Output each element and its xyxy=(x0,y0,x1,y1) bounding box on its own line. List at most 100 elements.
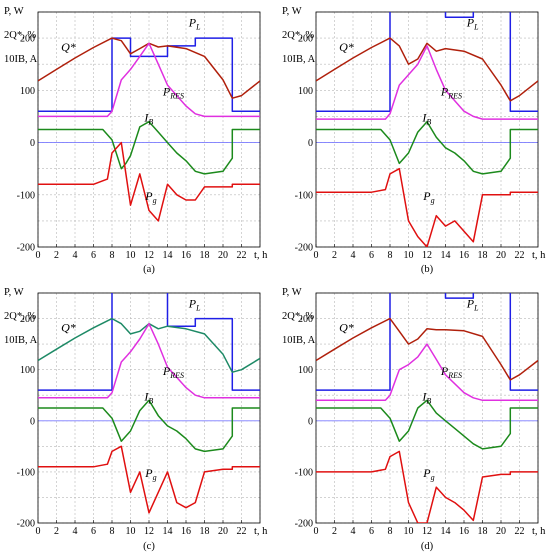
x-tick-label: 10 xyxy=(126,526,136,537)
panel-caption: (c) xyxy=(143,541,155,552)
series-label-pg: Pg xyxy=(422,466,434,482)
series-line-pg xyxy=(316,167,538,247)
x-tick-label: 6 xyxy=(91,526,96,537)
series-label-pres: PRES xyxy=(440,85,462,101)
series-label-q: Q* xyxy=(61,40,76,54)
chart-panel-d: 0 2 4 6 8 10 12 14 16 18 20 22 -200 -100 0 100 200 t, h P,… xyxy=(282,287,546,552)
series-line-pres xyxy=(316,343,538,402)
x-tick-label: 22 xyxy=(515,250,525,261)
series-group xyxy=(38,37,260,222)
y-axis-label-1: 2Q*, % xyxy=(4,30,36,41)
series-line-ib xyxy=(38,120,260,175)
y-tick-label: -200 xyxy=(295,519,313,530)
series-line-q xyxy=(316,37,538,102)
y-axis-label-2: 10IB, A xyxy=(282,335,316,346)
chart-panel-c: 0 2 4 6 8 10 12 14 16 18 20 22 -200 -100 0 100 200 t, h P,… xyxy=(4,287,268,552)
x-axis-label: t, h xyxy=(532,526,546,537)
y-tick-label: 100 xyxy=(20,365,35,376)
y-tick-label: 100 xyxy=(298,86,313,97)
x-axis-label: t, h xyxy=(254,526,268,537)
series-line-pl xyxy=(38,293,260,391)
series-line-pres xyxy=(316,45,538,120)
chart-panel-a: 0 2 4 6 8 10 12 14 16 18 20 22 -200 -100 0 100 200 t, h P,… xyxy=(4,6,268,275)
y-tick-label: -200 xyxy=(17,243,35,254)
y-tick-label: 100 xyxy=(298,365,313,376)
series-label-ib: IB xyxy=(143,389,153,405)
x-tick-label: 12 xyxy=(422,250,432,261)
y-tick-label: -100 xyxy=(17,190,35,201)
series-label-pres: PRES xyxy=(440,364,462,380)
x-tick-label: 18 xyxy=(478,526,488,537)
x-tick-label: 12 xyxy=(422,526,432,537)
y-axis-label-2: 10IB, A xyxy=(282,54,316,65)
y-tick-label: 0 xyxy=(308,138,313,149)
series-label-q: Q* xyxy=(339,40,354,54)
series-label-pg: Pg xyxy=(422,189,434,205)
x-tick-label: 16 xyxy=(459,250,469,261)
y-tick-label: -100 xyxy=(295,467,313,478)
series-line-ib xyxy=(316,399,538,450)
series-line-pg xyxy=(38,141,260,222)
series-label-ib: IB xyxy=(421,111,431,127)
x-tick-label: 14 xyxy=(163,526,173,537)
x-tick-label: 4 xyxy=(351,250,356,261)
series-label-pl: PL xyxy=(188,16,201,32)
y-axis-label-1: 2Q*, % xyxy=(282,30,314,41)
x-tick-label: 0 xyxy=(314,526,319,537)
chart-panel-b: 0 2 4 6 8 10 12 14 16 18 20 22 -200 -100 0 100 200 t, h P,… xyxy=(282,6,546,275)
series-label-ib: IB xyxy=(143,111,153,127)
series-label-pg: Pg xyxy=(144,466,156,482)
series-group xyxy=(38,293,260,514)
series-label-pres: PRES xyxy=(162,85,184,101)
series-label-pres: PRES xyxy=(162,364,184,380)
series-label-ib: IB xyxy=(421,389,431,405)
x-tick-label: 10 xyxy=(404,526,414,537)
x-tick-label: 2 xyxy=(54,526,59,537)
series-group xyxy=(316,12,538,247)
x-tick-label: 6 xyxy=(91,250,96,261)
series-line-q xyxy=(316,317,538,381)
series-line-pl xyxy=(38,37,260,112)
x-tick-label: 6 xyxy=(369,526,374,537)
y-tick-label: 200 xyxy=(298,314,313,325)
x-tick-label: 16 xyxy=(181,250,191,261)
x-tick-label: 22 xyxy=(237,250,247,261)
x-tick-label: 0 xyxy=(36,250,41,261)
y-tick-label: 200 xyxy=(298,34,313,45)
y-tick-label: -100 xyxy=(17,467,35,478)
x-tick-label: 20 xyxy=(496,526,506,537)
y-axis-label-1: 2Q*, % xyxy=(282,311,314,322)
series-label-pg: Pg xyxy=(144,189,156,205)
panel-caption: (a) xyxy=(143,264,155,275)
x-tick-label: 2 xyxy=(54,250,59,261)
x-tick-label: 4 xyxy=(351,526,356,537)
x-tick-label: 8 xyxy=(110,526,115,537)
y-axis-label-0: P, W xyxy=(4,6,24,17)
x-tick-label: 12 xyxy=(144,250,154,261)
series-label-pl: PL xyxy=(466,16,479,32)
x-tick-label: 22 xyxy=(237,526,247,537)
series-line-ib xyxy=(38,399,260,453)
x-tick-label: 16 xyxy=(459,526,469,537)
x-tick-label: 14 xyxy=(441,250,451,261)
x-tick-label: 8 xyxy=(388,526,393,537)
y-tick-label: 200 xyxy=(20,314,35,325)
y-axis-label-2: 10IB, A xyxy=(4,335,38,346)
y-tick-label: 0 xyxy=(30,416,35,427)
y-tick-label: 0 xyxy=(308,416,313,427)
x-tick-label: 8 xyxy=(110,250,115,261)
x-tick-label: 10 xyxy=(404,250,414,261)
series-line-pg xyxy=(316,450,538,523)
x-tick-label: 16 xyxy=(181,526,191,537)
series-line-pg xyxy=(38,445,260,514)
x-tick-label: 4 xyxy=(73,526,78,537)
series-line-pres xyxy=(38,42,260,118)
series-group xyxy=(316,293,538,523)
x-tick-label: 0 xyxy=(36,526,41,537)
y-axis-label-0: P, W xyxy=(282,287,302,298)
y-axis-label-0: P, W xyxy=(4,287,24,298)
x-tick-label: 20 xyxy=(496,250,506,261)
series-label-pl: PL xyxy=(188,296,201,312)
x-tick-label: 22 xyxy=(515,526,525,537)
y-tick-label: -200 xyxy=(17,519,35,530)
